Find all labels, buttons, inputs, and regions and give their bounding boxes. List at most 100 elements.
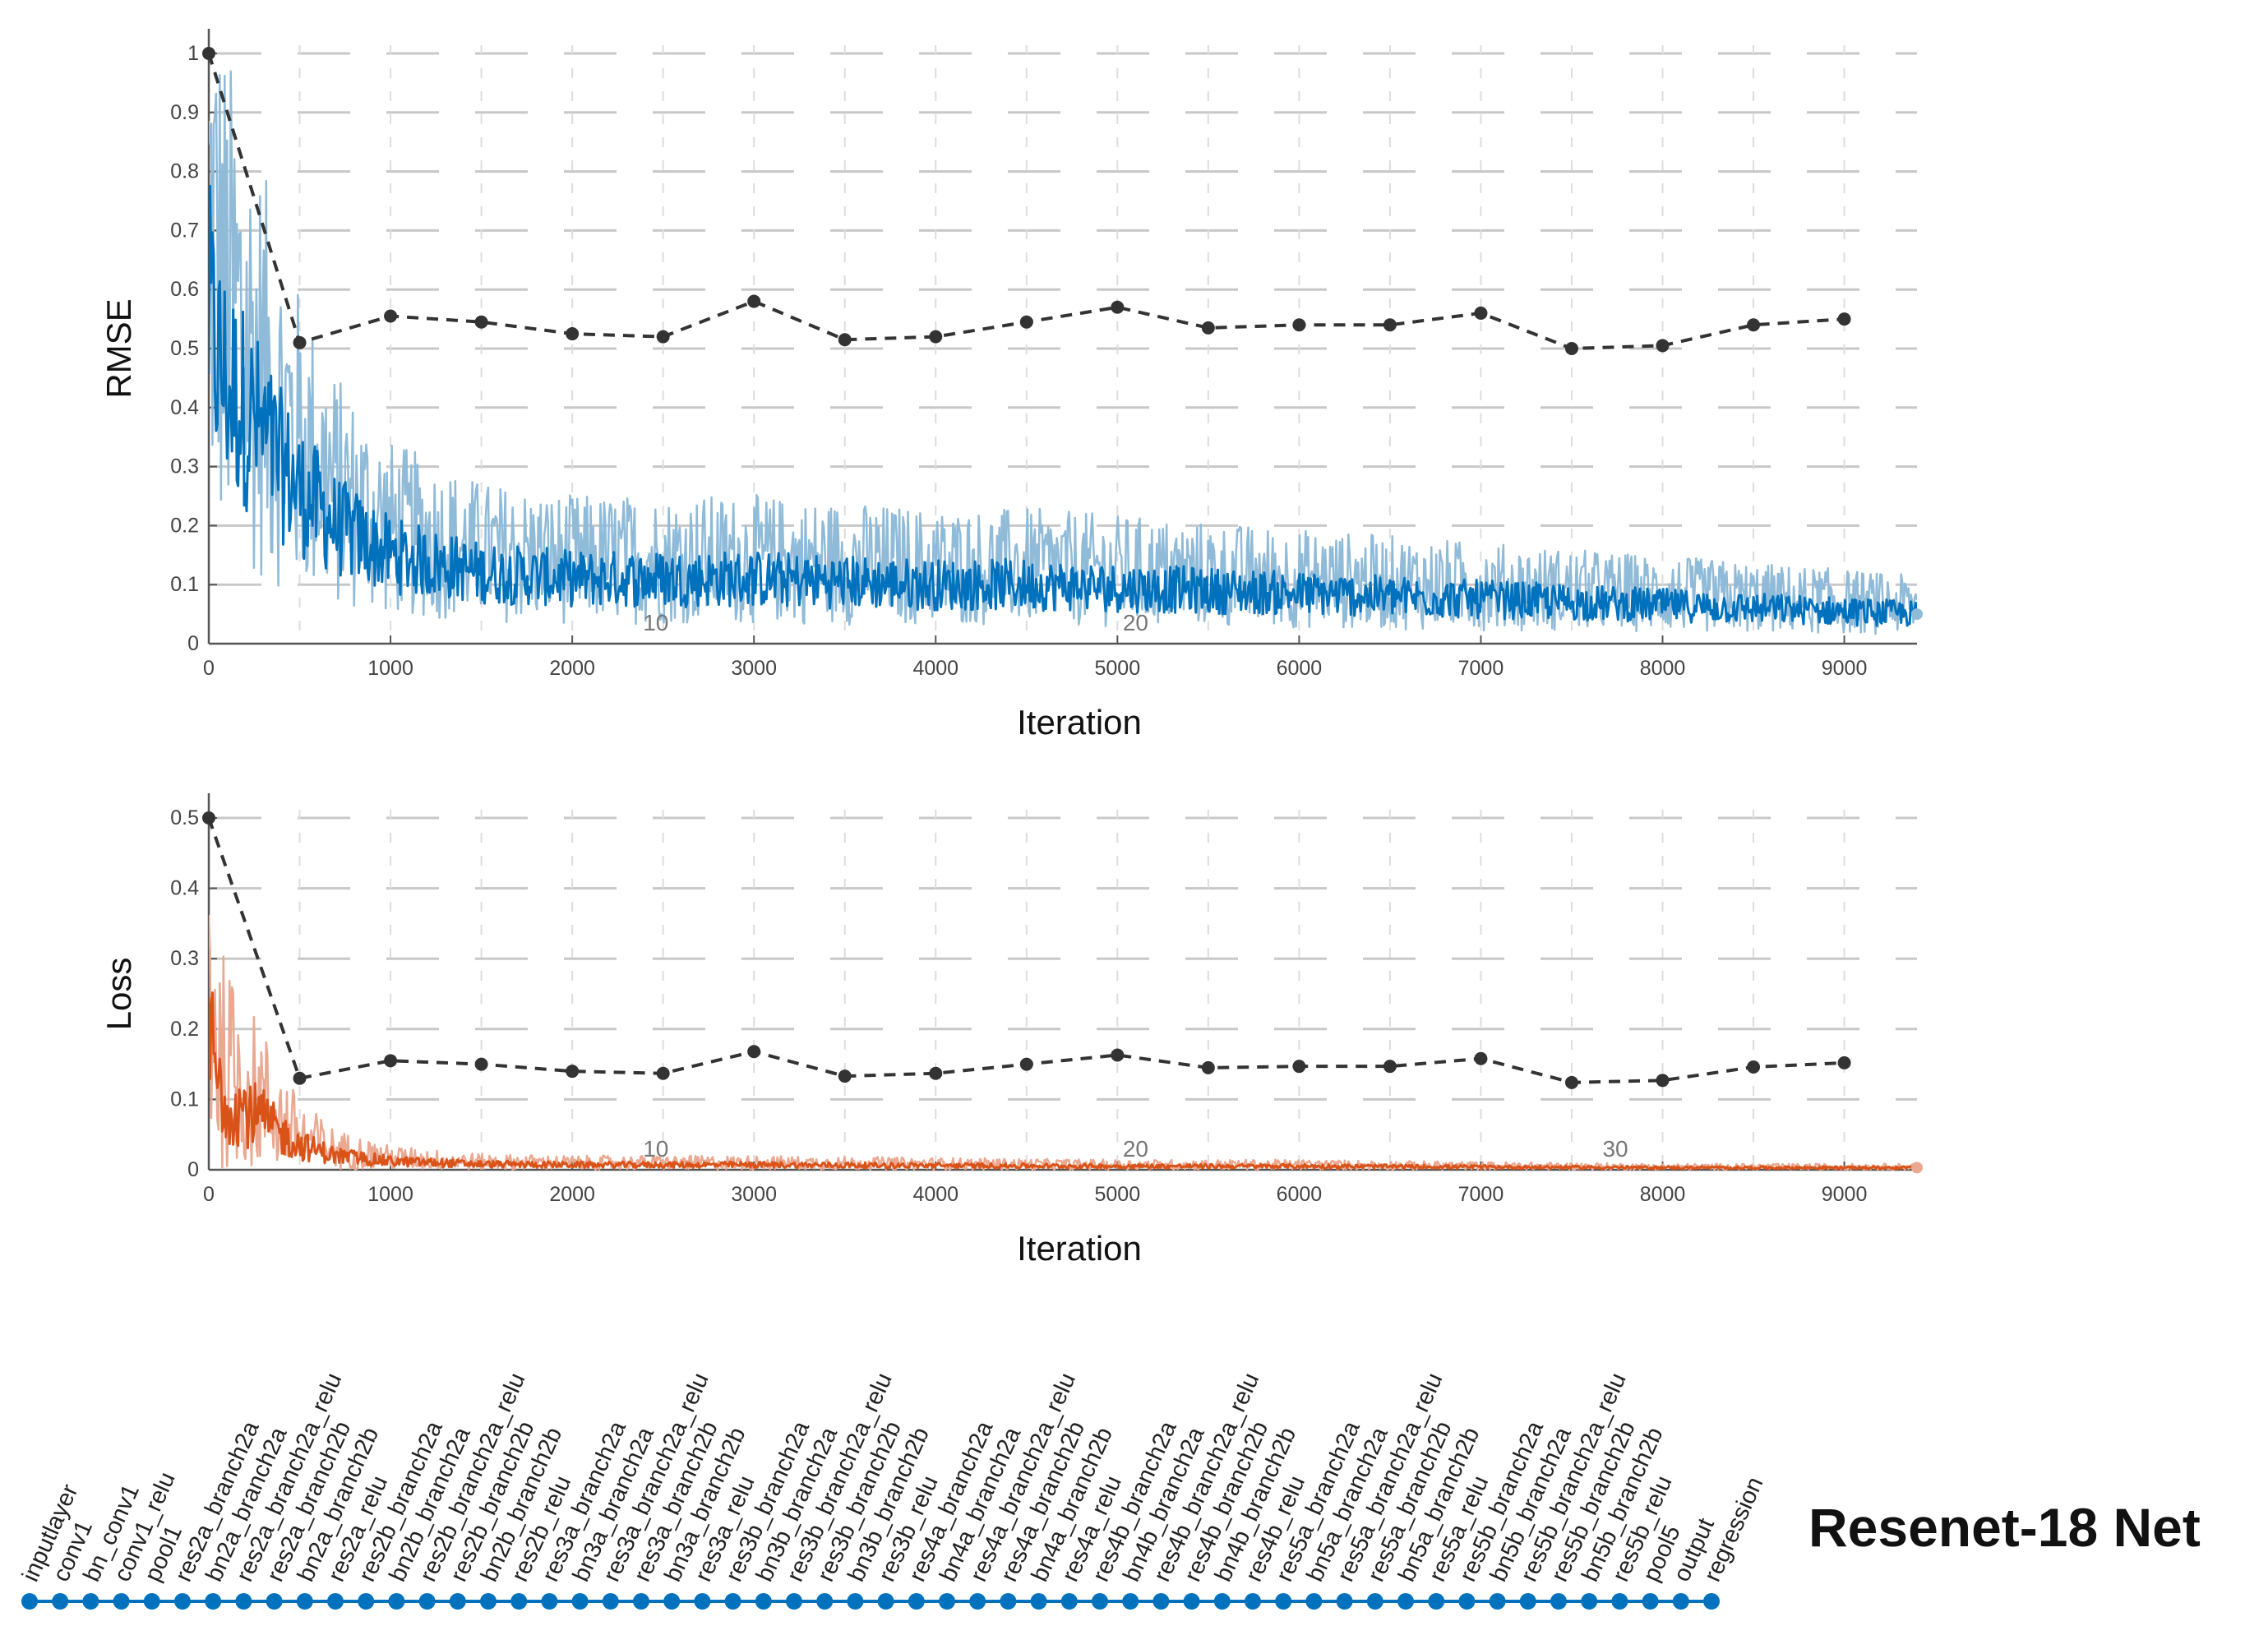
y-tick-label: 0.1 xyxy=(170,573,199,596)
y-tick-label: 0.2 xyxy=(170,514,199,537)
y-tick-label: 0.5 xyxy=(170,337,199,360)
layer-node xyxy=(877,1593,894,1610)
validation-point xyxy=(384,309,398,323)
validation-point xyxy=(1201,1060,1215,1074)
validation-point xyxy=(838,333,852,347)
validation-point xyxy=(929,330,943,344)
x-axis-label: Iteration xyxy=(1017,703,1142,741)
layer-node xyxy=(755,1593,772,1610)
layer-node xyxy=(388,1593,405,1610)
layer-node xyxy=(694,1593,711,1610)
layer-node xyxy=(1152,1593,1170,1610)
validation-point xyxy=(1111,1048,1125,1062)
x-tick-label: 2000 xyxy=(549,1183,595,1206)
validation-point xyxy=(1747,1060,1761,1074)
x-tick-label: 8000 xyxy=(1640,1183,1686,1206)
y-tick-label: 0.4 xyxy=(170,877,199,900)
layer-node xyxy=(816,1593,834,1610)
layer-node xyxy=(174,1593,191,1610)
loss-chart: 0 0.1 0.2 0.3 0.4 0.5 0 1000 2000 3000 4000 5000 600… xyxy=(99,793,1923,1268)
layer-node xyxy=(1245,1593,1261,1610)
validation-point xyxy=(474,315,488,329)
validation-point xyxy=(1747,318,1761,332)
layer-node xyxy=(480,1593,497,1610)
y-tick-label: 0.4 xyxy=(170,396,199,419)
validation-point xyxy=(1292,1060,1306,1074)
validation-point xyxy=(293,335,307,349)
layer-node xyxy=(266,1593,283,1610)
validation-point xyxy=(566,1065,580,1079)
layer-node xyxy=(82,1593,99,1610)
layer-node xyxy=(1397,1593,1414,1610)
validation-point xyxy=(1019,1057,1033,1071)
validation-point xyxy=(1837,312,1851,326)
epoch-label: 20 xyxy=(1123,1136,1148,1162)
validation-point xyxy=(656,330,670,344)
y-tick-label: 0.1 xyxy=(170,1088,199,1111)
x-tick-label: 7000 xyxy=(1458,1183,1504,1206)
layer-node xyxy=(541,1593,558,1610)
layer-node xyxy=(1611,1593,1628,1610)
validation-point xyxy=(1019,315,1033,329)
validation-point xyxy=(1474,1051,1488,1065)
y-tick-label: 0 xyxy=(187,632,199,655)
validation-point xyxy=(656,1066,670,1080)
validation-point xyxy=(1656,339,1670,353)
validation-point xyxy=(1474,306,1488,320)
rmse-chart: 00.10.20.30.40.50.60.70.80.910 1000 2000 30… xyxy=(99,29,1923,741)
y-tick-label: 0.5 xyxy=(170,806,199,829)
y-tick-label: 0 xyxy=(187,1158,199,1181)
validation-point xyxy=(1201,321,1215,335)
plot-area xyxy=(209,70,1917,635)
validation-point xyxy=(1292,318,1306,332)
validation-point xyxy=(384,1054,398,1068)
y-tick-label: 0.6 xyxy=(170,278,199,301)
layer-node xyxy=(1183,1593,1200,1610)
x-tick-label: 6000 xyxy=(1277,657,1323,680)
layer-node xyxy=(205,1593,222,1610)
epoch-label: 10 xyxy=(643,610,668,635)
x-tick-label: 7000 xyxy=(1458,657,1504,680)
y-tick-label: 0.3 xyxy=(170,455,199,478)
training-smoothed-line xyxy=(209,991,1917,1171)
layer-node xyxy=(52,1593,69,1610)
x-tick-label: 1000 xyxy=(367,1183,413,1206)
layer-node xyxy=(1519,1593,1536,1610)
x-tick-label: 1000 xyxy=(367,657,413,680)
final-point xyxy=(1911,608,1923,621)
validation-point xyxy=(838,1069,852,1083)
x-tick-label: 0 xyxy=(203,1183,215,1206)
y-tick-label: 0.9 xyxy=(170,101,199,124)
x-tick-label: 8000 xyxy=(1640,657,1686,680)
layer-node xyxy=(1550,1593,1567,1610)
network-layer-diagram: inputlayerconv1bn_conv1conv1_relupool1re… xyxy=(17,1369,1768,1610)
layer-node xyxy=(908,1593,925,1610)
layer-node xyxy=(1366,1593,1383,1610)
final-point xyxy=(1911,1162,1923,1174)
epoch-label: 10 xyxy=(643,1136,668,1162)
layer-node xyxy=(1489,1593,1506,1610)
validation-point xyxy=(1111,300,1125,314)
validation-point xyxy=(202,47,215,60)
validation-point xyxy=(1656,1074,1670,1088)
layer-node xyxy=(969,1593,986,1610)
validation-point xyxy=(1564,1075,1578,1089)
x-tick-label: 9000 xyxy=(1822,1183,1868,1206)
layer-node xyxy=(296,1593,313,1610)
y-tick-label: 0.7 xyxy=(170,219,199,242)
validation-point xyxy=(1383,318,1397,332)
training-smoothed-line xyxy=(209,184,1917,627)
layer-node xyxy=(1122,1593,1139,1610)
y-tick-label: 0.8 xyxy=(170,160,199,183)
layer-node xyxy=(1581,1593,1598,1610)
validation-point xyxy=(747,1045,761,1059)
layer-node xyxy=(1703,1593,1720,1610)
layer-node xyxy=(327,1593,344,1610)
validation-point xyxy=(474,1057,488,1071)
layer-node xyxy=(1428,1593,1445,1610)
x-tick-label: 5000 xyxy=(1095,1183,1141,1206)
y-axis-label: Loss xyxy=(99,958,138,1031)
layer-node xyxy=(418,1593,436,1610)
layer-node xyxy=(1030,1593,1047,1610)
